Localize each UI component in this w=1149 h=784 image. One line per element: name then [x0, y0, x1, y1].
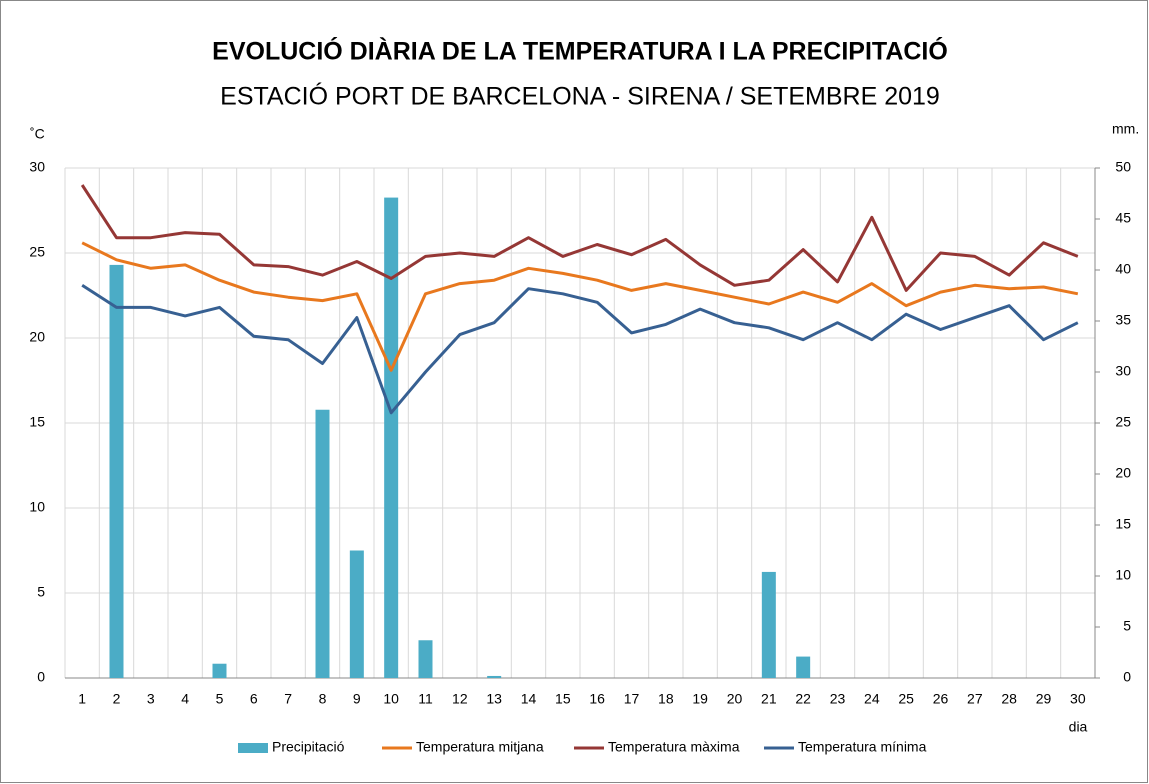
bar [796, 656, 811, 678]
x-axis-label: dia [1069, 719, 1088, 735]
x-tick-label: 24 [864, 691, 880, 707]
bar [384, 197, 399, 678]
x-tick-label: 4 [181, 691, 189, 707]
chart-title: EVOLUCIÓ DIÀRIA DE LA TEMPERATURA I LA P… [212, 36, 948, 66]
line-series [81, 241, 1079, 372]
x-tick-label: 25 [898, 691, 914, 707]
y2-tick-label: 40 [1115, 261, 1131, 277]
x-tick-label: 5 [216, 691, 224, 707]
x-tick-label: 18 [658, 691, 674, 707]
x-tick-label: 30 [1070, 691, 1086, 707]
x-tick-label: 29 [1036, 691, 1052, 707]
x-tick-label: 16 [589, 691, 605, 707]
x-tick-label: 15 [555, 691, 571, 707]
x-tick-label: 20 [727, 691, 743, 707]
bar [761, 571, 776, 678]
bar [109, 264, 124, 678]
x-tick-label: 7 [284, 691, 292, 707]
x-tick-label: 9 [353, 691, 361, 707]
bar [418, 640, 433, 678]
x-tick-label: 19 [692, 691, 708, 707]
x-tick-label: 21 [761, 691, 777, 707]
y2-tick-label: 35 [1115, 312, 1131, 328]
y2-tick-label: 0 [1123, 669, 1131, 685]
y-tick-label: 30 [29, 159, 45, 175]
y2-tick-label: 20 [1115, 465, 1131, 481]
y2-tick-label: 45 [1115, 210, 1131, 226]
x-tick-label: 10 [383, 691, 399, 707]
y2-tick-label: 5 [1123, 618, 1131, 634]
y-tick-label: 20 [29, 329, 45, 345]
x-tick-label: 8 [319, 691, 327, 707]
x-tick-label: 27 [967, 691, 983, 707]
y-tick-label: 25 [29, 244, 45, 260]
line-series [81, 284, 1079, 415]
line-series [80, 184, 1079, 292]
y2-axis-label: mm. [1112, 121, 1139, 137]
x-tick-label: 26 [933, 691, 949, 707]
y-axis-label: ˚C [30, 126, 45, 142]
bar [315, 409, 330, 678]
legend-swatch [238, 743, 268, 753]
y2-tick-label: 30 [1115, 363, 1131, 379]
x-tick-label: 1 [78, 691, 86, 707]
y2-tick-label: 50 [1115, 159, 1131, 175]
legend-label: Temperatura mínima [798, 739, 927, 755]
bar [349, 550, 364, 678]
bar [487, 675, 502, 678]
y-tick-label: 15 [29, 414, 45, 430]
x-tick-label: 23 [830, 691, 846, 707]
y-tick-label: 10 [29, 499, 45, 515]
y2-tick-label: 10 [1115, 567, 1131, 583]
x-tick-label: 13 [486, 691, 502, 707]
x-tick-label: 28 [1001, 691, 1017, 707]
chart-subtitle: ESTACIÓ PORT DE BARCELONA - SIRENA / SET… [220, 82, 940, 111]
x-tick-label: 6 [250, 691, 258, 707]
x-tick-label: 3 [147, 691, 155, 707]
legend-label: Temperatura mitjana [416, 739, 544, 755]
x-tick-label: 14 [521, 691, 537, 707]
x-tick-label: 11 [418, 691, 433, 707]
x-tick-label: 17 [624, 691, 640, 707]
y-tick-label: 5 [37, 584, 45, 600]
y2-tick-label: 25 [1115, 414, 1131, 430]
y2-tick-label: 15 [1115, 516, 1131, 532]
x-tick-label: 12 [452, 691, 468, 707]
legend-label: Temperatura màxima [608, 739, 740, 755]
x-tick-label: 2 [113, 691, 121, 707]
legend-label: Precipitació [272, 739, 345, 755]
y-tick-label: 0 [37, 669, 45, 685]
x-tick-label: 22 [795, 691, 811, 707]
bar [212, 663, 227, 678]
